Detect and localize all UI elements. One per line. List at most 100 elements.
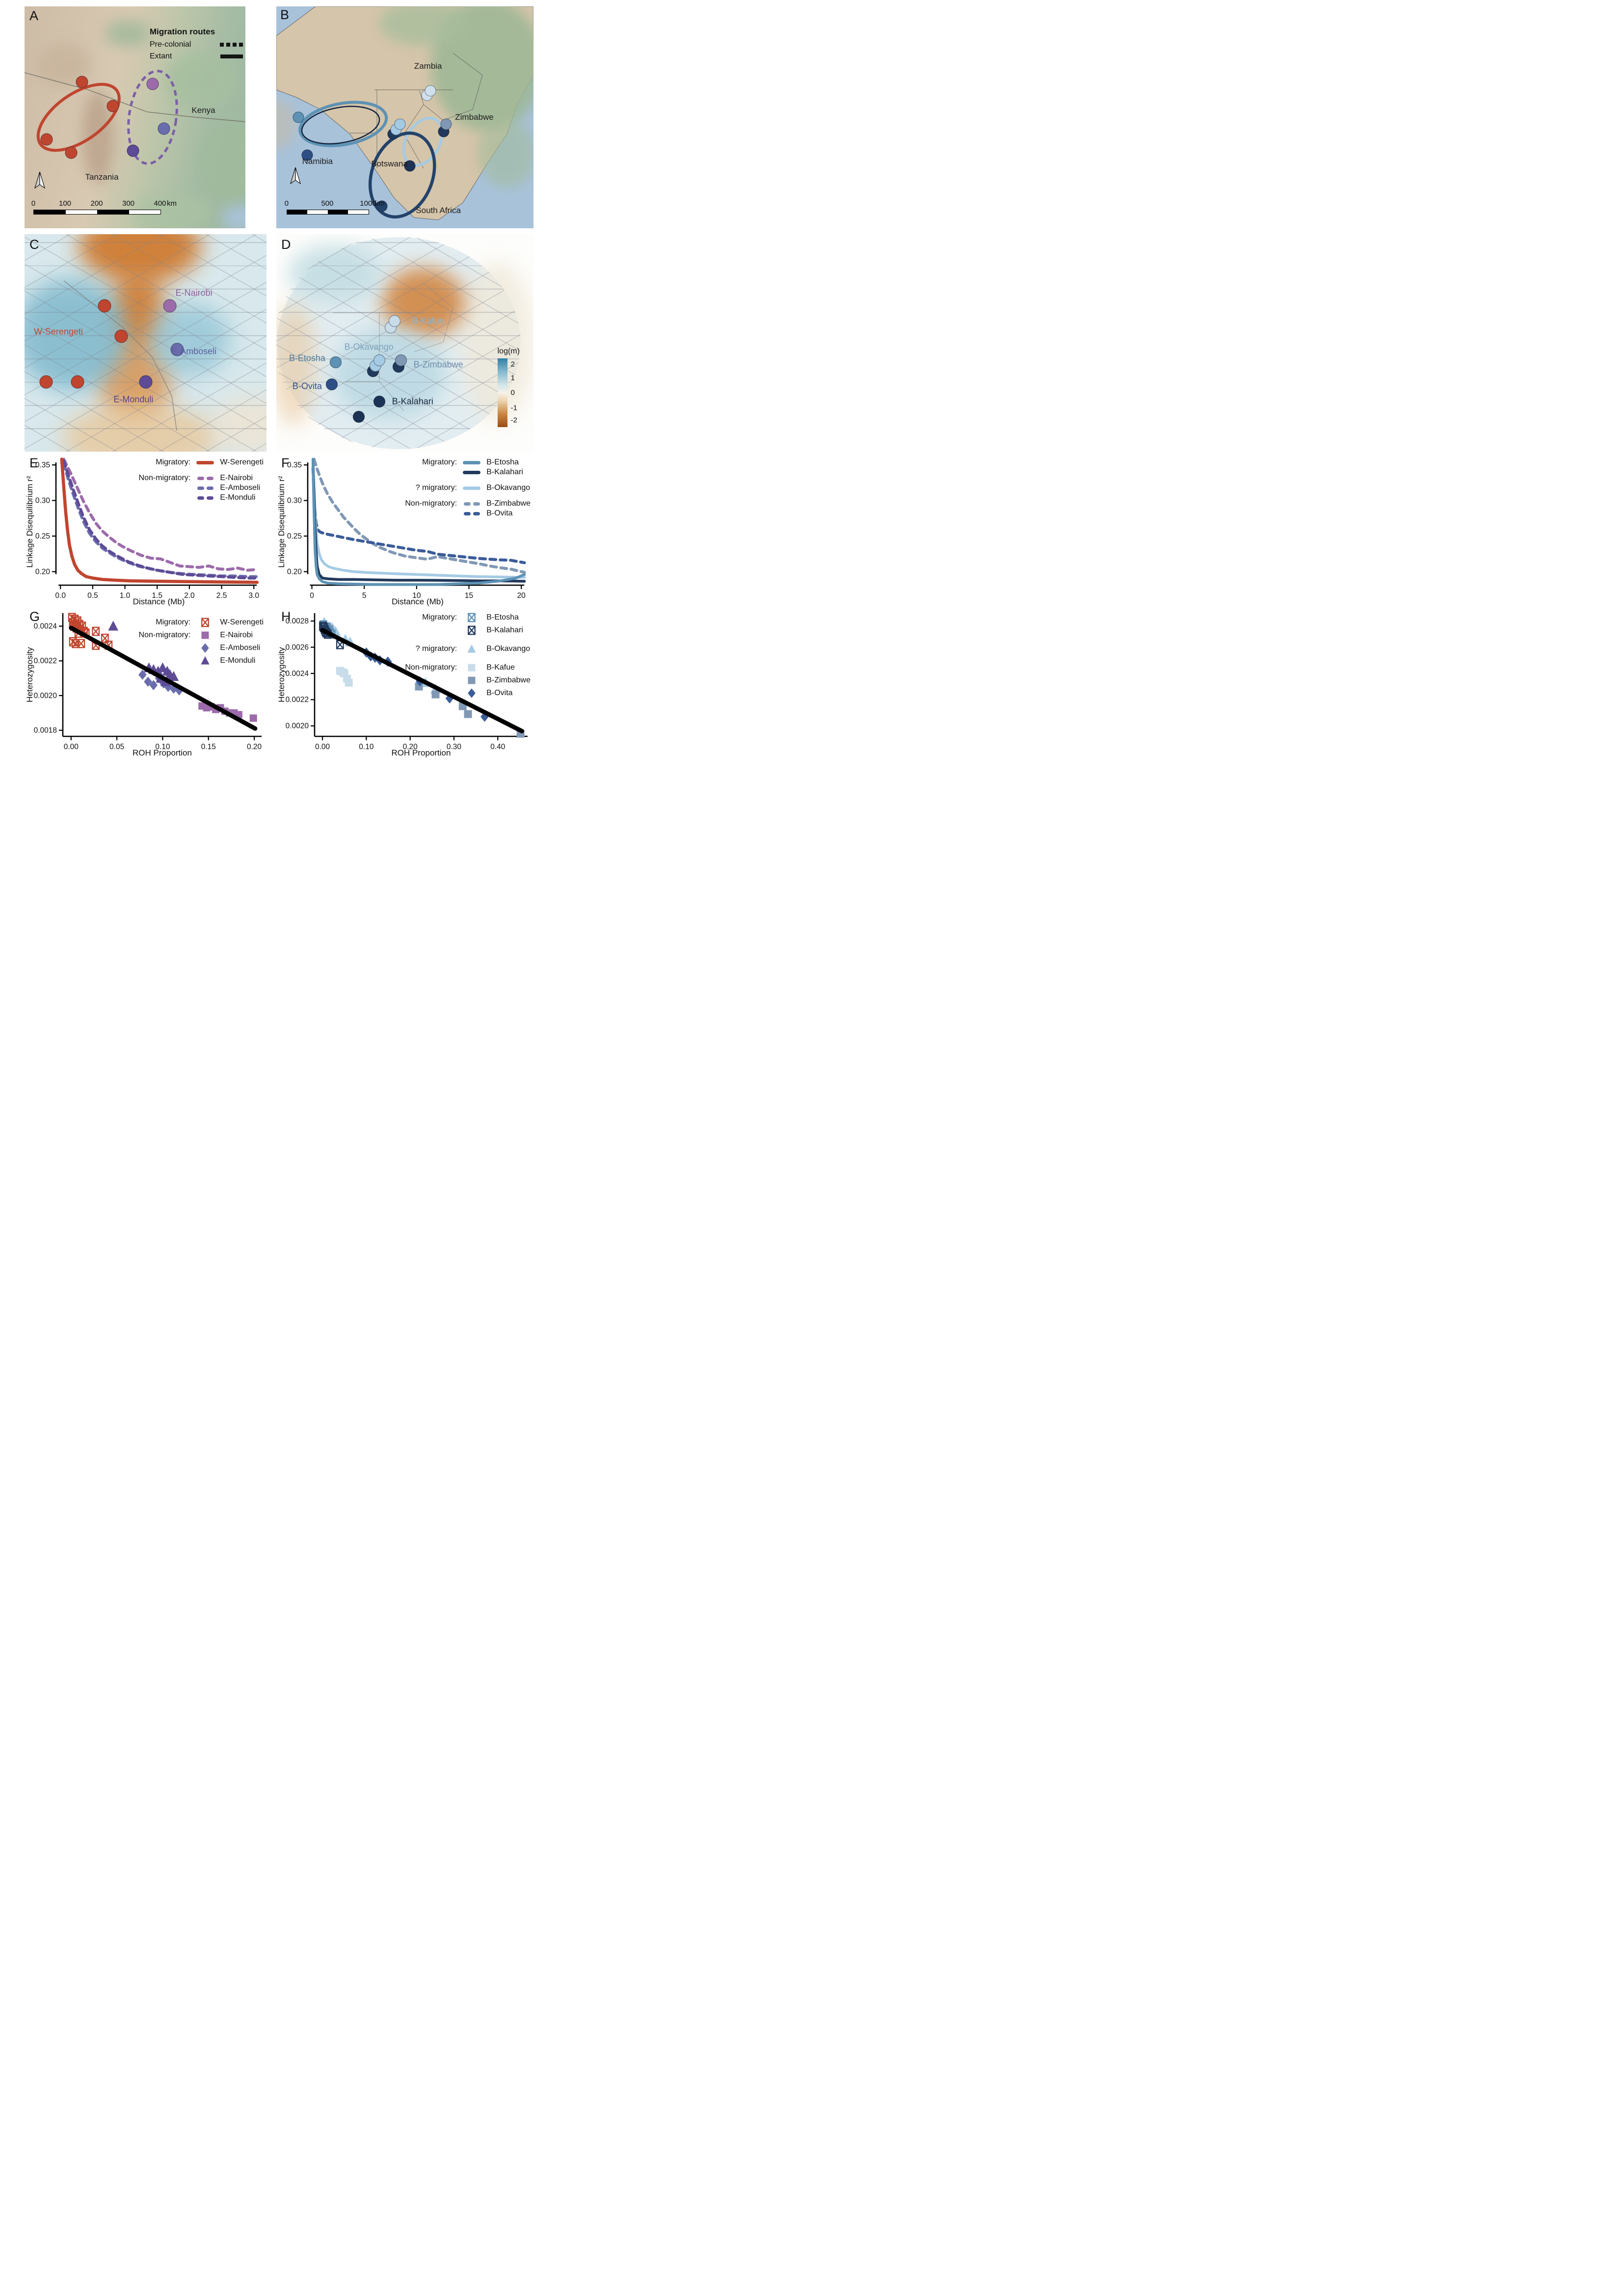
triangle-marker-icon <box>467 644 476 653</box>
panel-letter-F: F <box>281 457 290 470</box>
svg-text:0.30: 0.30 <box>287 497 302 505</box>
sample-site-dot <box>127 144 139 157</box>
colorbar-gradient <box>497 358 507 428</box>
data-series <box>60 458 259 584</box>
sample-site-dot <box>373 354 385 366</box>
panel-het-vs-roh-east: 0.00 0.05 0.10 0.15 0.20 0.0018 0.0020 0.0022 0.… <box>25 610 266 760</box>
svg-text:0.25: 0.25 <box>287 532 302 540</box>
legend-swatch <box>461 460 482 464</box>
scalebar-unit-label: km <box>374 199 385 208</box>
legend-swatch <box>195 486 215 490</box>
site-label-b-zimbabwe: B-Zimbabwe <box>413 359 463 370</box>
legend-series-label: B-Okavango <box>486 645 531 653</box>
legend-group-label: Migratory: <box>156 618 191 626</box>
sample-site-dot <box>170 343 184 356</box>
diamond-marker-icon <box>468 688 476 698</box>
series-B-Etosha <box>311 458 526 586</box>
dash-swatch <box>206 476 213 480</box>
panel-map-southern-africa: B Zambia Zimbabwe Namibia Botswana South Afri… <box>276 6 533 228</box>
legend-series-label: W-Serengeti <box>220 618 264 626</box>
triangle-marker-icon <box>201 656 210 665</box>
legend-row: Non-migratory: B-Kafue <box>395 662 531 674</box>
colorbar-tick: -1 <box>510 404 517 412</box>
country-label-zimbabwe: Zimbabwe <box>455 112 494 122</box>
legend-row: ? migratory: B-Okavango <box>395 643 531 655</box>
country-label-zambia: Zambia <box>414 61 442 71</box>
svg-text:0.20: 0.20 <box>403 743 418 751</box>
sample-site-dot <box>158 122 170 135</box>
legend-precolonial-label: Pre-colonial <box>150 40 191 49</box>
legend-swatch <box>461 486 482 490</box>
scalebar-tick-label: 500 <box>321 199 334 208</box>
legend-row: Non-migratory: B-Zimbabwe <box>394 499 531 508</box>
y-axis: 0.20 0.25 0.30 0.35 <box>35 461 57 576</box>
panel-migration-surface-east: C E-Nairobi W-Serengeti E-Amboseli E-Monduli <box>25 234 266 452</box>
legend-row: Migratory: W-Serengeti <box>128 617 264 628</box>
legend-swatch <box>461 612 482 623</box>
scalebar-unit-label: km <box>167 199 177 208</box>
route-ellipses-B <box>298 101 444 219</box>
legend-swatch <box>461 662 482 674</box>
legend-series-label: B-Zimbabwe <box>486 499 531 508</box>
terrain-southern-africa <box>276 6 533 220</box>
svg-text:0.10: 0.10 <box>155 743 170 751</box>
y-axis-label: Heterozygosity <box>25 647 34 702</box>
colorbar-title: log(m) <box>497 347 520 356</box>
panel-ld-decay-southern: 0 5 10 15 20 0.20 0.25 0.30 0.35 Distance (Mb) Lin… <box>276 457 533 609</box>
site-label-e-nairobi: E-Nairobi <box>175 288 213 298</box>
legend-swatch <box>461 624 482 636</box>
sample-site-dot <box>376 200 388 212</box>
svg-text:0.10: 0.10 <box>359 743 374 751</box>
legend-row-extant: Extant <box>150 52 243 61</box>
scalebar-bar <box>33 210 161 215</box>
data-series <box>68 613 258 731</box>
legend-series-label: E-Amboseli <box>220 644 261 652</box>
legend-swatch <box>461 502 482 506</box>
line-swatch <box>196 460 214 464</box>
line-swatch <box>463 470 481 474</box>
colorbar-tick: 1 <box>510 374 515 382</box>
legend-swatch <box>195 617 215 628</box>
legend-series-label: B-Kalahari <box>486 468 523 476</box>
dash-swatch <box>197 486 204 490</box>
panel-migration-surface-southern: log(m) 2 1 0 -1 -2 D B-Kafue B-Okavango B-E… <box>276 234 533 452</box>
triangular-mesh-grid <box>25 234 266 452</box>
colorbar-ticks: 2 1 0 -1 -2 <box>511 358 526 427</box>
legend-extant-label: Extant <box>150 52 172 60</box>
panel-letter-A: A <box>29 8 39 23</box>
sample-site-dot <box>329 356 342 369</box>
svg-text:0.35: 0.35 <box>35 461 50 469</box>
sample-site-dot <box>301 149 313 161</box>
legend-series-label: E-Monduli <box>220 493 256 502</box>
svg-text:0.0022: 0.0022 <box>286 696 309 704</box>
svg-text:0.20: 0.20 <box>247 743 262 751</box>
y-axis: 0.20 0.25 0.30 0.35 <box>287 461 309 576</box>
legend-series-label: B-Kafue <box>486 663 515 672</box>
legend-row: E-Monduli <box>128 655 264 667</box>
scalebar-tick-label: 400 <box>154 199 166 208</box>
crossed-square-marker-icon <box>201 618 210 627</box>
route-ellipses-A <box>36 70 178 165</box>
legend-swatch <box>195 496 215 500</box>
legend-row: Migratory: B-Etosha <box>394 458 531 467</box>
legend-row: Migratory: B-Etosha <box>395 612 531 623</box>
svg-text:0.0022: 0.0022 <box>34 657 57 665</box>
country-label-namibia: Namibia <box>302 157 333 166</box>
legend-swatch <box>461 643 482 655</box>
dash-swatch <box>206 486 213 490</box>
sample-site-dot <box>139 375 152 389</box>
legend-series-label: B-Kalahari <box>486 626 523 634</box>
legend-group-label: Non-migratory: <box>405 663 457 672</box>
legend-series-label: E-Amboseli <box>220 484 261 492</box>
chart-G-plot: 0.00 0.05 0.10 0.15 0.200.00180.00200.00220.… <box>25 613 262 757</box>
pre-colonial-route-ellipse <box>127 70 178 165</box>
series-B-Kafue <box>336 667 353 687</box>
x-axis: 0.00 0.05 0.10 0.15 0.20 <box>63 735 262 751</box>
legend-swatch <box>461 470 482 474</box>
legend-series-label: B-Ovita <box>486 509 513 517</box>
legend-row: B-Ovita <box>394 509 531 518</box>
series-B-Zimbabwe <box>312 458 526 574</box>
svg-text:1.5: 1.5 <box>152 592 162 600</box>
svg-text:0: 0 <box>310 592 314 600</box>
sample-site-dot <box>106 100 119 112</box>
